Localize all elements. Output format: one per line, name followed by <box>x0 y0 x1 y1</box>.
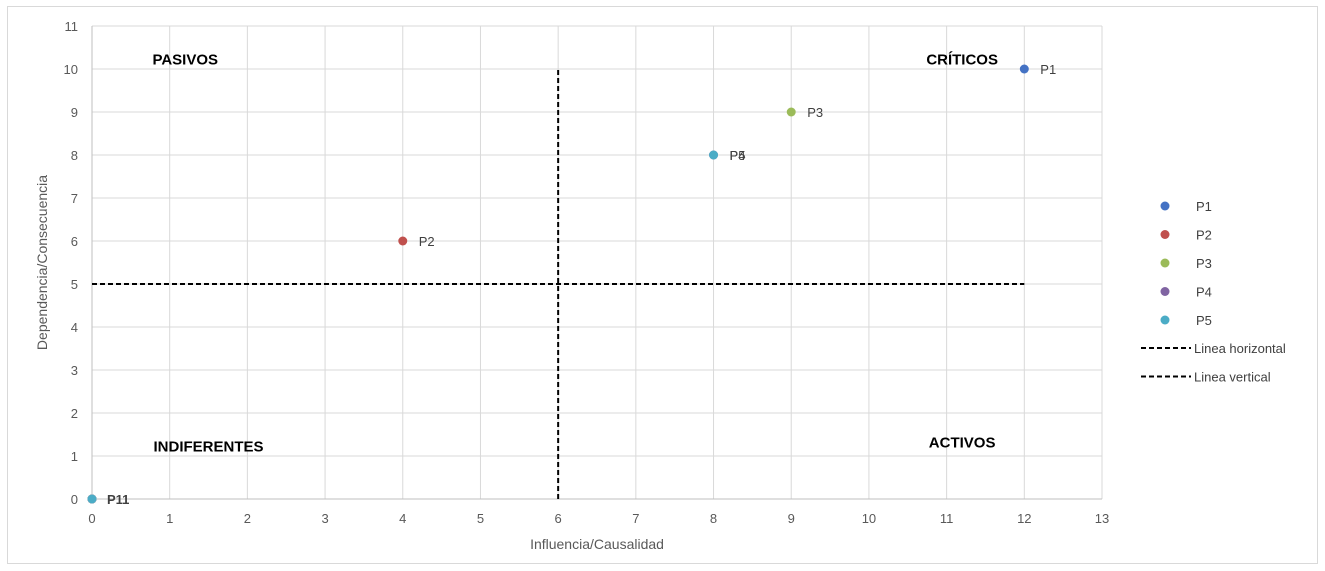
y-tick-label: 8 <box>71 148 78 163</box>
legend-marker-p2 <box>1160 230 1170 239</box>
y-tick-label: 9 <box>71 105 78 120</box>
x-tick-label: 6 <box>555 511 562 526</box>
legend-label: P4 <box>1196 285 1212 300</box>
point-label: P4 <box>730 148 746 163</box>
x-tick-label: 11 <box>940 511 954 526</box>
data-point-p5 <box>709 150 719 160</box>
point-label: P3 <box>807 105 823 120</box>
legend-label: P2 <box>1196 228 1212 243</box>
x-tick-label: 2 <box>244 511 251 526</box>
y-tick-label: 10 <box>64 62 78 77</box>
legend-marker-p5 <box>1160 315 1170 325</box>
point-label: P5 <box>730 148 746 163</box>
y-tick-label: 2 <box>71 406 78 421</box>
x-axis-title: Influencia/Causalidad <box>530 536 664 552</box>
legend-marker-p4 <box>1160 287 1170 296</box>
y-tick-label: 0 <box>71 492 78 507</box>
y-tick-label: 7 <box>71 191 78 206</box>
legend: P1 P2 P3 P4 P5 Linea horizontal Linea vertical <box>1141 199 1286 385</box>
quadrant-labels: PASIVOS CRÍTICOS INDIFERENTES ACTIVOS <box>152 52 998 456</box>
data-point-p3 <box>786 107 796 117</box>
y-tick-label: 3 <box>71 363 78 378</box>
x-tick-label: 7 <box>632 511 639 526</box>
x-tick-label: 1 <box>166 511 173 526</box>
legend-label: P5 <box>1196 313 1212 328</box>
x-tick-label: 8 <box>710 511 717 526</box>
data-point-p1 <box>1019 64 1029 74</box>
quadrant-label: CRÍTICOS <box>926 52 998 69</box>
y-tick-label: 5 <box>71 277 78 292</box>
data-point-p2 <box>398 236 408 246</box>
origin-point-label: P11 <box>107 492 129 507</box>
x-tick-label: 13 <box>1095 511 1109 526</box>
y-tick-label: 4 <box>71 320 78 335</box>
x-tick-label: 12 <box>1017 511 1031 526</box>
x-tick-label: 0 <box>88 511 95 526</box>
legend-marker-p3 <box>1160 258 1170 268</box>
quadrant-label: PASIVOS <box>152 52 218 69</box>
grid-lines <box>91 25 1103 500</box>
x-tick-label: 3 <box>321 511 328 526</box>
legend-label: Linea horizontal <box>1194 341 1286 356</box>
quadrant-label: ACTIVOS <box>929 434 996 451</box>
y-tick-label: 11 <box>65 19 79 34</box>
chart-frame <box>7 6 1318 564</box>
x-tick-label: 4 <box>399 511 406 526</box>
x-tick-label: 10 <box>862 511 876 526</box>
legend-label: Linea vertical <box>1194 370 1271 385</box>
data-point-p5 <box>87 494 97 504</box>
quadrant-label: INDIFERENTES <box>154 439 264 456</box>
x-tick-label: 5 <box>477 511 484 526</box>
x-tick-label: 9 <box>788 511 795 526</box>
y-axis-title: Dependencia/Consecuencia <box>34 175 50 350</box>
legend-marker-p1 <box>1160 201 1170 211</box>
point-label: P1 <box>1040 62 1056 77</box>
legend-label: P1 <box>1196 199 1212 214</box>
point-label: P2 <box>419 234 435 249</box>
y-tick-label: 6 <box>71 234 78 249</box>
legend-label: P3 <box>1196 256 1212 271</box>
y-tick-label: 1 <box>71 449 78 464</box>
guide-lines <box>92 69 1025 499</box>
